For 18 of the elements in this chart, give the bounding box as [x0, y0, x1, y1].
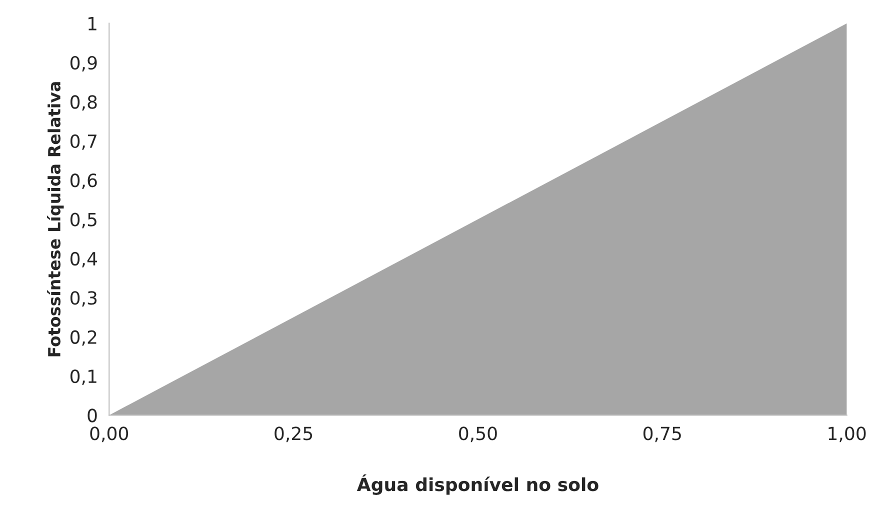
- y-tick-label: 0,8: [70, 95, 97, 111]
- x-tick-label: 0,25: [274, 426, 312, 442]
- x-tick-label: 0,75: [643, 426, 681, 442]
- y-tick-label: 0,9: [70, 56, 97, 72]
- y-tick-label: 0,4: [70, 252, 97, 268]
- y-axis-title: Fotossíntese Líquida Relativa: [46, 82, 64, 356]
- y-tick-label: 0,1: [70, 369, 96, 385]
- y-tick-label: 0,5: [70, 212, 96, 228]
- y-tick-label: 0,6: [70, 174, 97, 190]
- x-tick-label: 0,00: [90, 426, 128, 442]
- y-tick-label: 1: [88, 17, 96, 30]
- x-axis-title: Água disponível no solo: [356, 474, 598, 495]
- y-tick-label: 0,7: [70, 134, 96, 150]
- y-tick-label: 0,3: [70, 291, 97, 307]
- x-tick-label: 1,00: [828, 426, 866, 442]
- y-tick-label: 0,2: [70, 330, 96, 346]
- y-tick-label: 0: [88, 408, 97, 422]
- x-tick-label: 0,50: [459, 426, 497, 442]
